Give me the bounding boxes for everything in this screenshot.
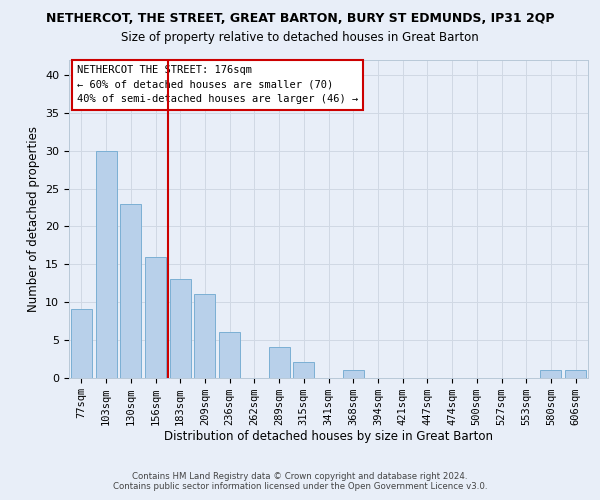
Text: NETHERCOT, THE STREET, GREAT BARTON, BURY ST EDMUNDS, IP31 2QP: NETHERCOT, THE STREET, GREAT BARTON, BUR…	[46, 12, 554, 26]
Bar	[120, 204, 141, 378]
Bar	[269, 348, 290, 378]
X-axis label: Distribution of detached houses by size in Great Barton: Distribution of detached houses by size …	[164, 430, 493, 444]
Bar	[219, 332, 240, 378]
Bar	[343, 370, 364, 378]
Bar	[565, 370, 586, 378]
Bar	[194, 294, 215, 378]
Text: Size of property relative to detached houses in Great Barton: Size of property relative to detached ho…	[121, 31, 479, 44]
Y-axis label: Number of detached properties: Number of detached properties	[26, 126, 40, 312]
Text: NETHERCOT THE STREET: 176sqm
← 60% of detached houses are smaller (70)
40% of se: NETHERCOT THE STREET: 176sqm ← 60% of de…	[77, 65, 358, 104]
Bar	[71, 310, 92, 378]
Bar	[95, 150, 116, 378]
Bar	[145, 256, 166, 378]
Text: Contains HM Land Registry data © Crown copyright and database right 2024.
Contai: Contains HM Land Registry data © Crown c…	[113, 472, 487, 491]
Bar	[293, 362, 314, 378]
Bar	[541, 370, 562, 378]
Bar	[170, 279, 191, 378]
